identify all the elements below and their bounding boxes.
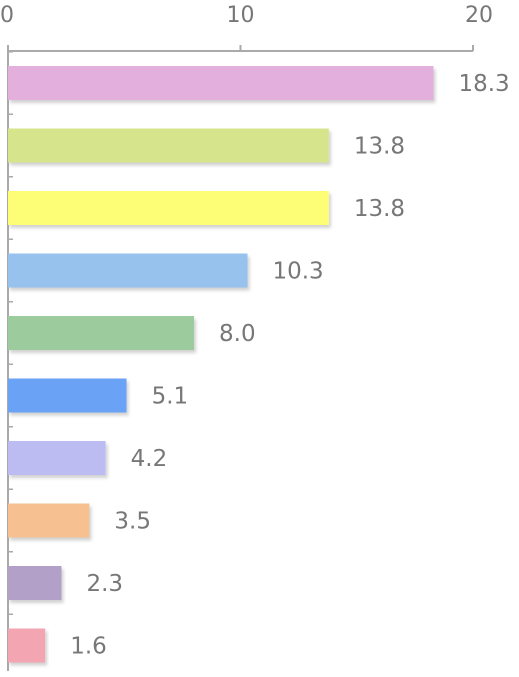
x-tick-label-10: 10 (227, 3, 255, 28)
bar-10 (8, 628, 46, 663)
data-label-7: 4.2 (131, 446, 168, 472)
data-label-3: 13.8 (354, 196, 405, 222)
data-label-8: 3.5 (114, 509, 151, 535)
x-tick-label-20: 20 (465, 3, 493, 28)
data-label-4: 10.3 (272, 259, 323, 285)
data-label-6: 5.1 (152, 384, 189, 410)
data-label-layer: 18.3 13.8 13.8 10.3 8.0 5.1 4.2 3.5 2.3 … (70, 71, 509, 660)
bar-5 (8, 316, 194, 350)
bar-6 (8, 378, 127, 413)
data-label-9: 2.3 (86, 571, 123, 597)
bar-7 (8, 441, 106, 475)
x-tick-label-0: 0 (0, 3, 14, 28)
data-label-1: 18.3 (458, 71, 509, 97)
data-label-10: 1.6 (70, 634, 107, 660)
bar-1 (8, 66, 434, 100)
bar-2 (8, 128, 329, 163)
data-label-2: 13.8 (354, 134, 405, 160)
bar-3 (8, 191, 329, 225)
bar-9 (8, 566, 62, 600)
bar-8 (8, 503, 90, 538)
bar-layer (8, 66, 434, 663)
tick-label-layer: 0 10 20 (0, 3, 493, 28)
bar-4 (8, 253, 248, 288)
data-label-5: 8.0 (219, 321, 256, 347)
